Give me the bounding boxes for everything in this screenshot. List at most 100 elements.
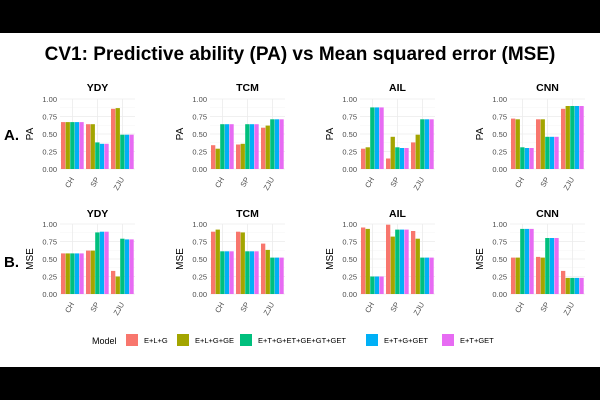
bar-ydy-ch-4 [79,122,84,169]
y-tick-label: 0.50 [42,130,57,139]
bar-tcm-zju-2 [270,257,275,294]
y-tick-label: 0.00 [342,165,357,174]
bar-ydy-zju-1 [115,108,120,169]
y-tick-label: 1.00 [192,95,207,104]
y-tick-label: 0.50 [492,255,507,264]
bar-tcm-zju-4 [279,257,284,294]
bar-tcm-zju-3 [274,257,280,294]
y-tick-label: 0.25 [192,273,207,282]
y-axis-label: MSE [475,248,486,270]
y-tick-label: 0.75 [192,238,207,247]
bar-cnn-ch-3 [524,228,530,294]
bar-ydy-sp-4 [104,231,109,294]
bar-ydy-ch-0 [61,122,66,169]
y-tick-label: 0.50 [192,255,207,264]
x-tick-label: SP [538,176,551,189]
bar-ail-sp-3 [399,148,405,169]
y-tick-label: 1.00 [192,220,207,229]
panel-title-cnn: CNN [536,82,559,94]
bar-ydy-ch-2 [70,253,75,294]
y-tick-label: 1.00 [492,95,507,104]
y-tick-label: 0.50 [192,130,207,139]
figure-title: CV1: Predictive ability (PA) vs Mean squ… [45,44,556,65]
legend-label-1: E+L+G+GE [195,336,234,345]
panel-title-tcm: TCM [236,82,259,94]
x-tick-label: SP [388,176,401,189]
x-tick-label: ZJU [562,301,577,317]
bar-tcm-sp-1 [240,143,245,169]
y-tick-label: 0.00 [492,165,507,174]
bar-cnn-ch-0 [511,257,516,294]
y-tick-label: 0.25 [192,148,207,157]
row-label-0: A. [4,127,19,144]
bar-cnn-zju-0 [561,270,566,294]
bar-ydy-sp-0 [86,250,91,294]
bar-cnn-sp-3 [549,136,555,169]
panel-title-tcm: TCM [236,208,259,220]
bar-ail-ch-2 [370,107,375,169]
x-tick-label: ZJU [412,301,427,317]
y-tick-label: 0.50 [342,255,357,264]
bar-tcm-sp-1 [240,232,245,294]
bar-ydy-zju-0 [111,108,116,169]
y-tick-label: 0.00 [42,290,57,299]
bar-tcm-sp-2 [245,124,250,169]
bar-tcm-ch-4 [229,124,234,169]
x-tick-label: CH [213,301,226,315]
y-tick-label: 0.25 [492,148,507,157]
bar-tcm-zju-0 [261,243,266,294]
y-tick-label: 0.75 [492,113,507,122]
x-tick-label: SP [88,176,101,189]
y-tick-label: 0.75 [192,113,207,122]
panel-title-cnn: CNN [536,208,559,220]
bar-cnn-sp-1 [540,257,545,294]
bar-cnn-zju-2 [570,277,575,294]
bar-tcm-sp-3 [249,251,255,294]
bar-ail-zju-3 [424,119,430,169]
x-tick-label: CH [213,176,226,190]
bar-ail-ch-1 [365,228,370,294]
bar-cnn-zju-3 [574,277,580,294]
bar-ail-zju-0 [411,142,416,169]
bar-ail-sp-3 [399,229,405,294]
bar-tcm-ch-1 [215,229,220,294]
y-tick-label: 0.75 [42,238,57,247]
bar-cnn-sp-2 [545,238,550,294]
bar-ail-ch-3 [374,107,380,169]
bar-tcm-zju-4 [279,119,284,169]
bar-ydy-sp-4 [104,143,109,169]
bar-ail-ch-3 [374,276,380,294]
bar-ydy-sp-1 [90,124,95,169]
legend-label-0: E+L+G [144,336,168,345]
bar-ydy-ch-1 [65,122,70,169]
y-tick-label: 0.75 [42,113,57,122]
bar-ydy-zju-2 [120,134,125,169]
x-tick-label: SP [238,176,251,189]
x-tick-label: ZJU [112,301,127,317]
bar-ydy-ch-4 [79,253,84,294]
legend-swatch-4 [442,334,454,346]
bar-ydy-ch-2 [70,122,75,169]
bar-ail-sp-4 [404,229,409,294]
x-tick-label: ZJU [112,176,127,192]
row-label-1: B. [4,254,19,271]
bar-ail-sp-2 [395,229,400,294]
bar-cnn-sp-0 [536,256,541,294]
panel-title-ail: AIL [389,208,407,220]
panel-title-ydy: YDY [87,82,109,94]
y-tick-label: 1.00 [42,95,57,104]
x-tick-label: SP [388,301,401,314]
y-tick-label: 0.00 [192,290,207,299]
bar-cnn-ch-4 [529,228,534,294]
bar-tcm-ch-4 [229,251,234,294]
legend-label-2: E+T+G+ET+GE+GT+GET [258,336,346,345]
bar-ail-zju-1 [415,134,420,169]
y-axis-label: MSE [25,248,36,270]
bar-cnn-zju-4 [579,106,584,169]
y-tick-label: 0.25 [42,273,57,282]
bar-cnn-zju-3 [574,106,580,169]
bar-cnn-sp-1 [540,119,545,169]
bar-ydy-sp-0 [86,124,91,169]
y-tick-label: 0.25 [342,273,357,282]
x-tick-label: SP [538,301,551,314]
